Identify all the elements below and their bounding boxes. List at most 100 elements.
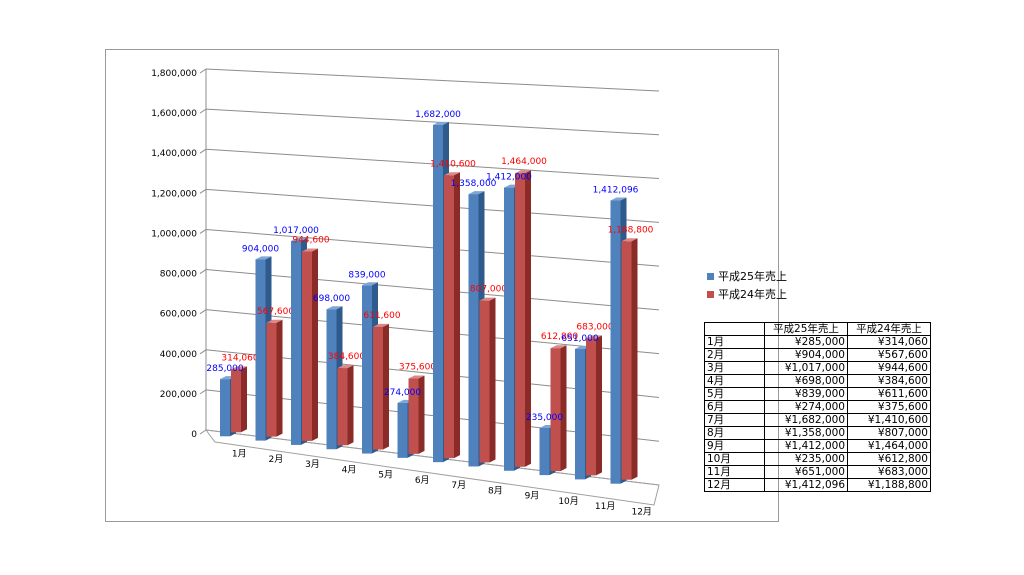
data-label-2024: 1,410,600 — [430, 159, 476, 169]
bar-2025-11 — [575, 348, 585, 480]
data-label-2024: 567,600 — [257, 307, 294, 317]
table-header-row: 平成25年売上 平成24年売上 — [704, 322, 931, 336]
bar-2024-2-top — [266, 319, 283, 323]
table-body: 1月 ¥285,000 ¥314,060 2月 ¥904,000 ¥567,600 3月 ¥1… — [704, 335, 931, 492]
data-label-2024: 1,188,800 — [608, 225, 654, 235]
table-cell-2025: ¥1,358,000 — [764, 426, 848, 440]
data-label-2025: 285,000 — [206, 364, 243, 374]
table-row: 11月 ¥651,000 ¥683,000 — [704, 465, 931, 479]
table-cell-month: 2月 — [704, 348, 765, 362]
data-label-2025: 235,000 — [526, 413, 563, 423]
legend: 平成25年売上 平成24年売上 — [707, 267, 787, 303]
table-row: 4月 ¥698,000 ¥384,600 — [704, 374, 931, 388]
bar-2025-1 — [220, 379, 230, 437]
bar-2025-10 — [539, 427, 550, 476]
table-cell-month: 4月 — [704, 374, 765, 388]
data-label-2025: 1,412,000 — [486, 173, 532, 183]
y-tick-label: 1,000,000 — [151, 229, 197, 239]
table-row: 3月 ¥1,017,000 ¥944,600 — [704, 361, 931, 375]
table-cell-2024: ¥611,600 — [847, 387, 931, 401]
bar-2024-10-top — [550, 345, 567, 349]
data-label-2025: 1,358,000 — [451, 179, 497, 189]
gridline — [205, 228, 660, 267]
bar-2024-12-top — [621, 238, 638, 242]
bar-2025-12 — [610, 200, 621, 484]
table-cell-2025: ¥1,682,000 — [764, 413, 848, 427]
table-cell-2024: ¥1,464,000 — [847, 439, 931, 453]
table-cell-2024: ¥1,410,600 — [847, 413, 931, 427]
data-label-2025: 274,000 — [384, 388, 421, 398]
data-label-2024: 384,600 — [328, 352, 365, 362]
data-label-2024: 807,000 — [470, 285, 507, 295]
y-tick-label: 800,000 — [160, 270, 197, 280]
y-tick-label: 600,000 — [160, 310, 197, 320]
legend-swatch-2024 — [707, 290, 714, 298]
x-tick-label: 12月 — [631, 506, 651, 517]
bar-2024-3-top — [302, 248, 318, 252]
y-tick-label: 0 — [191, 430, 197, 440]
bar-2025-2 — [255, 259, 266, 441]
table-cell-2024: ¥1,188,800 — [847, 478, 931, 492]
x-tick-label: 1月 — [232, 449, 247, 460]
data-label-2024: 944,600 — [292, 235, 329, 245]
x-tick-label: 9月 — [525, 491, 540, 502]
table-cell-month: 7月 — [704, 413, 765, 427]
bar-2025-4 — [326, 309, 337, 450]
table-cell-2024: ¥384,600 — [847, 374, 931, 388]
bar-2024-5 — [373, 326, 383, 450]
table-cell-2025: ¥904,000 — [764, 348, 848, 362]
y-tick-label: 1,400,000 — [151, 149, 197, 159]
table-row: 2月 ¥904,000 ¥567,600 — [704, 348, 931, 362]
x-tick-label: 8月 — [488, 485, 503, 496]
bar-2025-2-top — [255, 256, 272, 260]
x-tick-label: 3月 — [305, 459, 320, 470]
table-cell-month: 6月 — [704, 400, 765, 414]
bar-2024-1 — [231, 369, 241, 433]
table-cell-month: 11月 — [704, 465, 765, 479]
legend-item-2024: 平成24年売上 — [707, 285, 787, 303]
table-row: 10月 ¥235,000 ¥612,800 — [704, 452, 931, 466]
gridline-side — [199, 389, 207, 395]
bar-2024-7-top — [444, 172, 460, 176]
bar-2024-9-side — [525, 170, 531, 467]
bar-2024-9-top — [515, 170, 531, 174]
y-tick-label: 1,800,000 — [151, 69, 197, 79]
table-cell-2024: ¥567,600 — [847, 348, 931, 362]
legend-item-2025: 平成25年売上 — [707, 267, 787, 285]
bar-2025-5 — [362, 285, 372, 454]
bar-2024-11-top — [586, 335, 602, 339]
gridline-side — [199, 68, 207, 74]
gridline — [205, 148, 660, 180]
data-label-2025: 651,000 — [561, 334, 598, 344]
gridline — [205, 108, 660, 136]
bar-2024-10-side — [560, 345, 567, 472]
bar-2024-9 — [515, 173, 525, 467]
table-row: 5月 ¥839,000 ¥611,600 — [704, 387, 931, 401]
table-cell-month: 12月 — [704, 478, 765, 492]
table-cell-month: 3月 — [704, 361, 765, 375]
table-cell-2024: ¥807,000 — [847, 426, 931, 440]
gridline — [205, 68, 660, 92]
data-label-2025: 698,000 — [313, 294, 350, 304]
y-tick-label: 1,600,000 — [151, 109, 197, 119]
bar-2024-6-side — [418, 375, 425, 454]
gridline-side — [199, 188, 207, 194]
table-header-blank — [704, 322, 765, 336]
data-label-2025: 839,000 — [348, 270, 385, 280]
table-header-2024: 平成24年売上 — [847, 322, 931, 336]
gridline-side — [199, 229, 207, 234]
bar-2024-4-top — [337, 365, 354, 369]
bar-2025-5-top — [362, 282, 378, 286]
x-tick-label: 6月 — [415, 475, 430, 486]
bar-2025-7 — [433, 124, 443, 463]
bar-2024-8-top — [479, 297, 496, 301]
table-cell-2025: ¥235,000 — [764, 452, 848, 466]
x-tick-label: 4月 — [342, 464, 357, 475]
table-row: 6月 ¥274,000 ¥375,600 — [704, 400, 931, 414]
y-tick-label: 1,200,000 — [151, 189, 197, 199]
data-label-2024: 612,800 — [541, 332, 578, 342]
bar-2025-9 — [504, 187, 514, 471]
table-cell-month: 9月 — [704, 439, 765, 453]
gridline-side — [199, 429, 207, 435]
bar-2024-4-side — [347, 365, 354, 446]
